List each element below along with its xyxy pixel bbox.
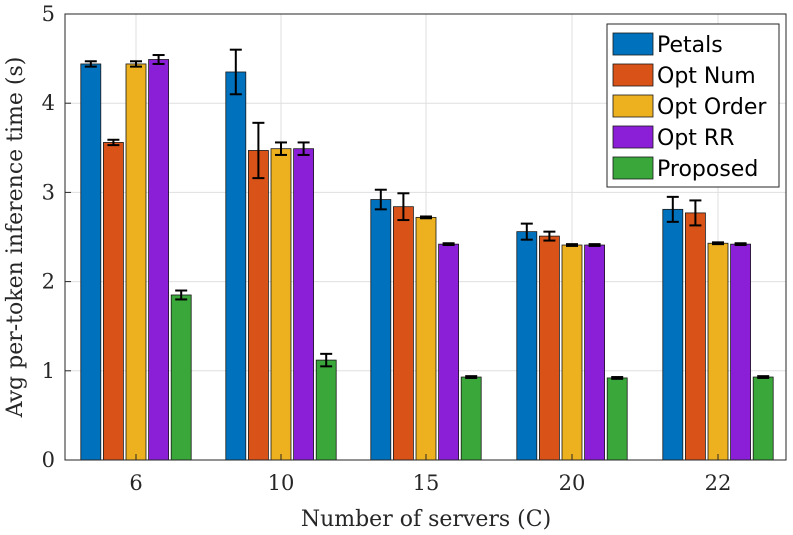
- bar-petals-15: [370, 199, 392, 461]
- error-bar: [397, 192, 410, 222]
- legend-swatch: [612, 125, 654, 149]
- error-bar: [666, 195, 679, 223]
- error-bar: [543, 230, 556, 242]
- error-bar: [757, 375, 770, 379]
- bar-petals-22: [662, 208, 684, 461]
- y-tick-label: 5: [42, 2, 55, 26]
- bar-proposed-20: [606, 377, 628, 461]
- bar-petals-10: [225, 71, 247, 461]
- error-bar: [107, 138, 120, 147]
- legend-label: Opt Order: [657, 95, 767, 120]
- bar-opt-rr-10: [293, 148, 315, 461]
- x-tick-label: 22: [705, 471, 732, 495]
- legend-label: Proposed: [657, 157, 758, 182]
- error-bar: [374, 188, 387, 211]
- bar-opt-order-20: [561, 244, 583, 461]
- bar-proposed-6: [170, 294, 192, 461]
- bar-opt-num-10: [247, 150, 269, 461]
- error-bar: [520, 222, 533, 241]
- y-tick-label: 0: [42, 448, 55, 472]
- bar-opt-order-22: [707, 242, 729, 461]
- error-bar: [566, 243, 578, 247]
- legend-label: Opt Num: [657, 64, 756, 89]
- error-bar: [297, 141, 310, 156]
- bar-proposed-10: [315, 359, 337, 461]
- x-tick-label: 10: [268, 471, 295, 495]
- legend-swatch: [612, 32, 654, 56]
- axes: 0 1 2 3 4 5 6 10 15 20 22: [42, 2, 787, 495]
- bar-opt-num-22: [685, 212, 706, 461]
- y-axis-label: Avg per-token inference time (s): [3, 57, 28, 419]
- error-bar: [175, 289, 188, 301]
- bar-opt-rr-6: [148, 59, 170, 461]
- bar-opt-rr-15: [438, 243, 460, 461]
- bars: [80, 59, 774, 461]
- bar-opt-order-15: [415, 216, 437, 461]
- bar-opt-rr-22: [730, 243, 751, 461]
- error-bar: [320, 352, 333, 368]
- x-tick-label: 15: [413, 471, 440, 495]
- bar-proposed-22: [752, 376, 774, 461]
- error-bar: [84, 60, 97, 68]
- bar-opt-num-15: [392, 206, 414, 461]
- x-tick-label: 6: [129, 471, 142, 495]
- error-bar: [229, 48, 242, 96]
- error-bar: [465, 375, 478, 379]
- error-bar: [420, 215, 432, 220]
- error-bar: [275, 141, 287, 156]
- error-bar: [442, 242, 455, 247]
- bar-petals-20: [516, 231, 538, 461]
- bar-opt-num-20: [539, 235, 560, 461]
- bar-opt-order-10: [270, 148, 292, 461]
- error-bar: [588, 243, 601, 247]
- legend-swatch: [612, 156, 654, 180]
- error-bar: [734, 242, 747, 247]
- y-tick-label: 4: [42, 91, 55, 115]
- legend-swatch: [612, 63, 654, 87]
- error-bar: [130, 60, 142, 68]
- error-bar: [252, 121, 265, 180]
- x-tick-label: 20: [559, 471, 586, 495]
- error-bar: [712, 241, 724, 246]
- error-bars: [84, 48, 770, 380]
- legend-swatch: [612, 94, 654, 118]
- bar-opt-order-6: [125, 63, 147, 461]
- x-axis-label: Number of servers (C): [301, 507, 551, 532]
- bar-petals-6: [80, 63, 102, 461]
- legend-label: Opt RR: [657, 126, 734, 151]
- y-tick-label: 1: [42, 359, 55, 383]
- axes-box: [64, 13, 787, 461]
- bar-opt-num-6: [103, 142, 124, 461]
- y-tick-label: 2: [42, 270, 55, 294]
- bar-opt-rr-20: [584, 244, 605, 461]
- bar-proposed-15: [460, 376, 482, 461]
- error-bar: [611, 376, 624, 380]
- legend-label: Petals: [657, 33, 723, 58]
- legend: Petals Opt Num Opt Order Opt RR Proposed: [606, 23, 780, 188]
- error-bar: [689, 199, 702, 227]
- error-bar: [152, 54, 165, 65]
- y-tick-label: 3: [42, 180, 55, 204]
